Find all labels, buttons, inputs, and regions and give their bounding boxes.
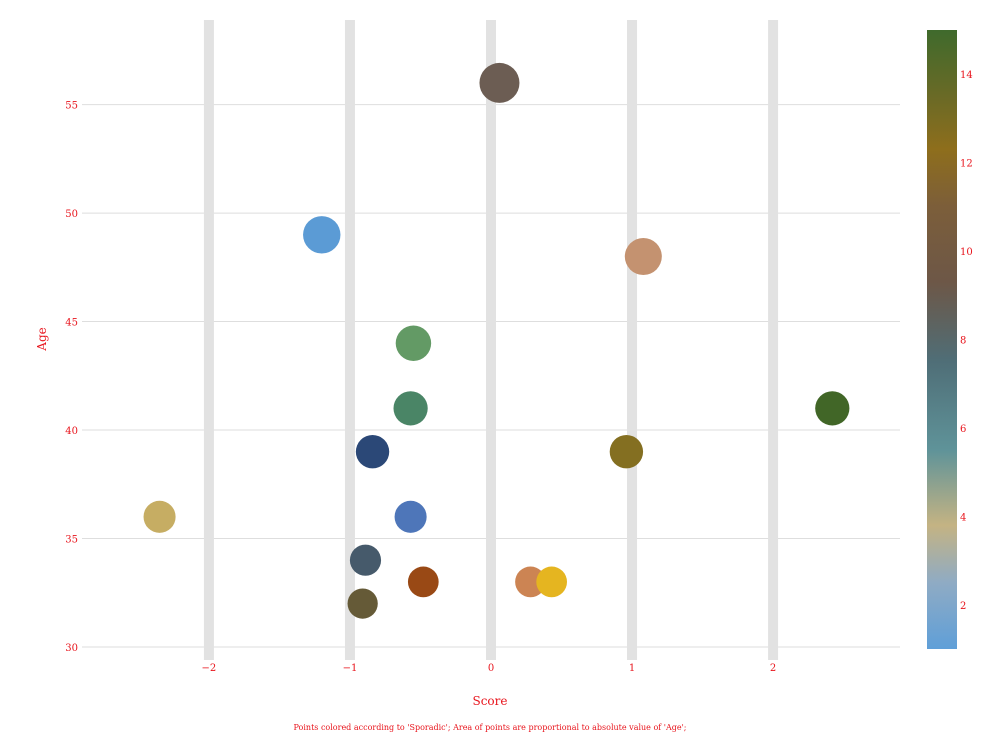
data-points <box>143 62 850 619</box>
grid-lines <box>82 20 900 660</box>
x-tick-label: 1 <box>629 663 635 674</box>
colorbar-tick-label: 6 <box>960 424 966 435</box>
x-tick-label: −2 <box>202 663 217 674</box>
y-tick-label: 30 <box>65 643 78 654</box>
scatter-point <box>815 391 850 426</box>
scatter-point <box>395 325 432 361</box>
colorbar <box>927 30 957 649</box>
scatter-point <box>479 62 520 103</box>
axis-tick-labels: −2 −1 0 1 2 30 35 40 45 50 55 <box>65 101 776 674</box>
scatter-point <box>536 566 567 598</box>
scatter-point <box>515 566 546 598</box>
scatter-point <box>609 435 644 469</box>
colorbar-tick-labels: 2 4 6 8 10 12 14 <box>960 70 973 612</box>
colorbar-tick-label: 10 <box>960 247 973 258</box>
y-tick-label: 35 <box>65 535 78 546</box>
y-tick-label: 50 <box>65 209 78 220</box>
x-tick-label: 0 <box>488 663 494 674</box>
colorbar-tick-label: 2 <box>960 601 966 612</box>
scatter-point <box>393 391 428 426</box>
y-tick-label: 55 <box>65 101 78 112</box>
colorbar-tick-label: 12 <box>960 159 973 170</box>
scatter-point <box>355 435 390 469</box>
scatter-point <box>347 588 378 619</box>
x-tick-label: 2 <box>770 663 776 674</box>
scatter-point <box>394 500 427 533</box>
scatter-point <box>143 500 176 533</box>
x-axis-title: Score <box>472 694 507 708</box>
colorbar-tick-label: 14 <box>960 70 973 81</box>
y-tick-label: 40 <box>65 426 78 437</box>
scatter-point <box>624 237 662 275</box>
scatter-point <box>349 544 382 576</box>
colorbar-tick-label: 8 <box>960 336 966 347</box>
x-tick-label: −1 <box>343 663 358 674</box>
y-tick-label: 45 <box>65 318 78 329</box>
colorbar-tick-label: 4 <box>960 512 966 523</box>
scatter-point <box>407 566 439 598</box>
y-axis-title: Age <box>35 327 49 351</box>
chart-caption: Points colored according to 'Sporadic'; … <box>294 723 687 732</box>
scatter-point <box>303 216 341 254</box>
